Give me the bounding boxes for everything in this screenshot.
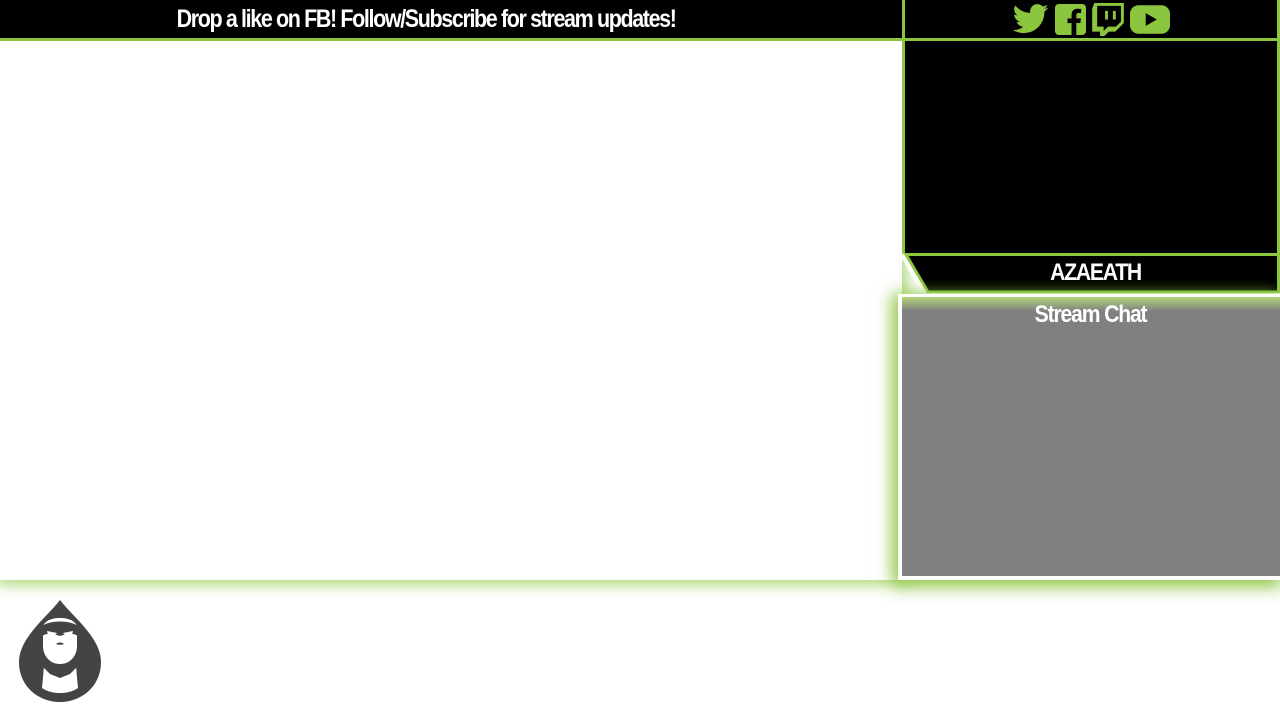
webcam-area [902,41,1280,253]
game-capture-area [0,41,902,580]
chat-title: Stream Chat [1035,301,1148,328]
youtube-icon[interactable] [1129,2,1170,36]
social-bar [902,0,1280,41]
twitch-icon[interactable] [1091,2,1124,36]
chat-panel: Stream Chat [898,294,1280,580]
twitter-icon[interactable] [1012,2,1049,36]
hooded-figure-logo-icon [16,598,104,704]
chat-glow [902,297,1280,311]
nameplate: AZAEATH [902,253,1280,296]
facebook-icon[interactable] [1054,2,1086,36]
divider [898,41,902,257]
streamer-name: AZAEATH [1050,259,1143,286]
ticker-bar: Drop a like on FB! Follow/Subscribe for … [0,0,902,41]
ticker-message: Drop a like on FB! Follow/Subscribe for … [176,4,677,33]
